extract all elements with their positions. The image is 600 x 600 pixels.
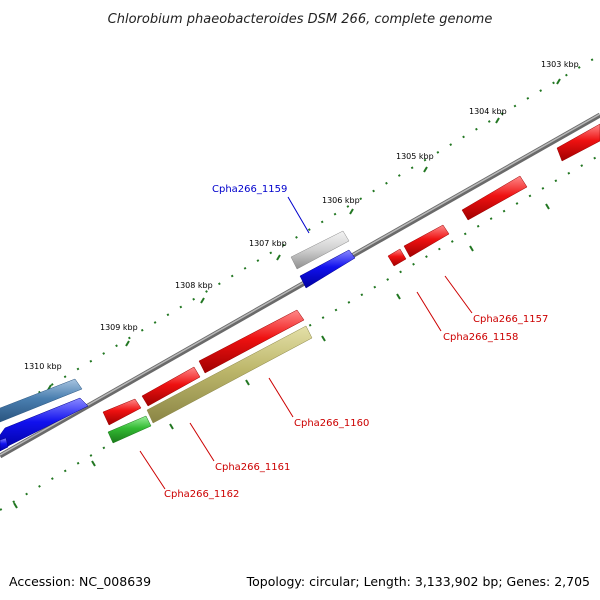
outer-major-ticks <box>47 78 561 391</box>
major-tick <box>125 340 130 347</box>
gene-feature-red <box>556 123 600 162</box>
gene-feature-blue <box>299 249 356 289</box>
major-tick <box>276 254 281 261</box>
genome-backbone <box>0 112 600 459</box>
callout-line-1159 <box>287 196 310 234</box>
callout-line-1157 <box>444 275 473 314</box>
backbone-line <box>0 112 600 459</box>
callout-line-1160 <box>268 377 294 418</box>
gene-feature-blue <box>0 397 89 452</box>
tick-label: 1306 kbp <box>322 196 360 205</box>
topology-text: Topology: circular; Length: 3,133,902 bp… <box>246 574 590 589</box>
gene-label-cpha266-1158[interactable]: Cpha266_1158 <box>443 332 518 343</box>
accession-text: Accession: NC_008639 <box>9 574 151 589</box>
major-tick <box>169 423 174 430</box>
gene-feature-cpha266-1159 <box>290 230 350 270</box>
kbp-labels: 1303 kbp 1304 kbp 1305 kbp 1306 kbp 1307… <box>24 60 579 371</box>
inner-major-ticks <box>13 203 550 509</box>
gene-feature-cpha266-1161 <box>141 366 201 407</box>
map-title: Chlorobium phaeobacteroides DSM 266, com… <box>108 12 493 27</box>
major-tick <box>200 297 205 304</box>
gene-feature-olive <box>146 325 313 424</box>
gene-feature-cpha266-1162 <box>102 398 142 426</box>
tick-label: 1309 kbp <box>100 323 138 332</box>
tick-label: 1307 kbp <box>249 239 287 248</box>
tick-label: 1304 kbp <box>469 107 507 116</box>
gene-label-cpha266-1159[interactable]: Cpha266_1159 <box>212 184 287 195</box>
gene-feature-cpha266-1157 <box>403 224 450 258</box>
major-tick <box>495 117 500 124</box>
gene-feature-cpha266-1158 <box>387 248 407 267</box>
major-tick <box>321 335 326 342</box>
callout-lines <box>139 196 473 490</box>
tick-label: 1303 kbp <box>541 60 579 69</box>
outer-tick-ring-line <box>0 54 600 417</box>
tick-label: 1310 kbp <box>24 362 62 371</box>
gene-label-cpha266-1160[interactable]: Cpha266_1160 <box>294 418 369 429</box>
major-tick <box>91 460 96 467</box>
callout-line-1162 <box>139 450 166 490</box>
gene-label-cpha266-1162[interactable]: Cpha266_1162 <box>164 489 239 500</box>
major-tick <box>469 245 474 252</box>
major-tick <box>423 166 428 173</box>
tick-label: 1305 kbp <box>396 152 434 161</box>
major-tick <box>13 502 18 509</box>
major-tick <box>245 379 250 386</box>
gene-labels: Cpha266_1159 Cpha266_1157 Cpha266_1158 C… <box>164 184 548 500</box>
gene-feature-cpha266-1160 <box>198 309 305 374</box>
gene-feature-red <box>461 175 528 221</box>
forward-strand-features <box>0 123 600 423</box>
gene-label-cpha266-1157[interactable]: Cpha266_1157 <box>473 314 548 325</box>
major-tick <box>556 78 561 85</box>
backbone-highlight <box>0 113 600 456</box>
callout-line-1161 <box>189 422 215 462</box>
callout-line-1158 <box>416 291 442 332</box>
gene-feature-steel <box>0 378 83 423</box>
gene-feature-blue <box>0 437 9 452</box>
reverse-strand-features <box>0 224 450 452</box>
major-tick <box>349 208 354 215</box>
tick-label: 1308 kbp <box>175 281 213 290</box>
gene-feature-green <box>107 415 152 444</box>
major-tick <box>545 203 550 210</box>
gene-label-cpha266-1161[interactable]: Cpha266_1161 <box>215 462 290 473</box>
major-tick <box>396 293 401 300</box>
outer-tick-ring <box>0 54 600 417</box>
